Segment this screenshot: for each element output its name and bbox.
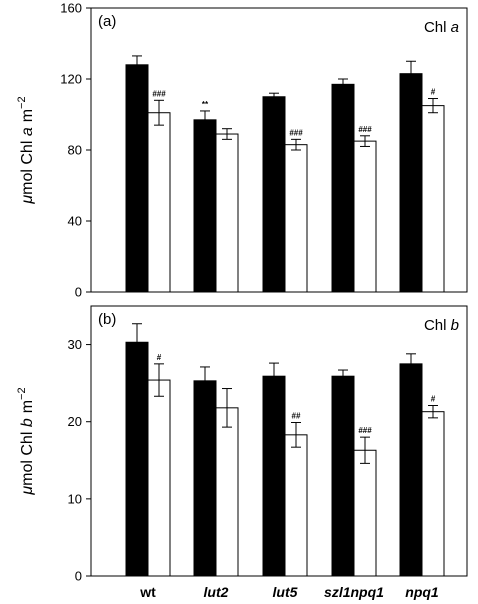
error-bar bbox=[132, 55, 142, 75]
error-bar bbox=[222, 388, 232, 428]
error-bar bbox=[428, 98, 438, 114]
error-bar bbox=[291, 138, 301, 151]
bar bbox=[147, 379, 171, 577]
x-category-label: lut2 bbox=[204, 584, 229, 600]
error-bar bbox=[338, 78, 348, 91]
bar bbox=[331, 83, 355, 293]
y-tick-label: 160 bbox=[60, 1, 82, 16]
panel-b-bars: ####### bbox=[125, 323, 445, 577]
significance-mark: ## bbox=[292, 411, 301, 420]
x-category-label: wt bbox=[139, 584, 156, 600]
x-category-label: szl1npq1 bbox=[324, 584, 384, 600]
panel-a-y-axis-label: μmol Chl am−2 bbox=[16, 96, 36, 204]
bar bbox=[193, 380, 217, 577]
bar bbox=[262, 96, 286, 293]
panel-b-label: (b) bbox=[98, 311, 116, 328]
bar bbox=[284, 434, 308, 577]
y-tick-label: 120 bbox=[60, 72, 82, 87]
bar bbox=[399, 363, 423, 577]
bar bbox=[284, 144, 308, 293]
bar bbox=[215, 133, 239, 293]
error-bar bbox=[360, 436, 370, 464]
significance-mark: # bbox=[157, 353, 162, 362]
significance-mark: # bbox=[431, 395, 436, 404]
x-category-label: lut5 bbox=[273, 584, 298, 600]
error-bar bbox=[200, 366, 210, 396]
error-bar bbox=[200, 110, 210, 130]
significance-mark: ** bbox=[202, 100, 209, 109]
error-bar bbox=[360, 135, 370, 147]
error-bar bbox=[154, 363, 164, 397]
panel-a-bars: **###### #### bbox=[125, 55, 445, 293]
bar bbox=[331, 375, 355, 577]
bar bbox=[421, 105, 445, 293]
significance-mark: ### bbox=[358, 125, 372, 134]
error-bar bbox=[269, 92, 279, 101]
y-tick-label: 80 bbox=[68, 143, 82, 158]
error-bar bbox=[154, 99, 164, 126]
bar bbox=[353, 140, 377, 293]
significance-mark: ### bbox=[289, 128, 303, 137]
error-bar bbox=[291, 421, 301, 448]
panel-b-title: Chl b bbox=[424, 317, 459, 334]
panel-b-y-ticks: 0 10 20 30 bbox=[68, 337, 91, 584]
error-bar bbox=[132, 323, 142, 362]
bar bbox=[147, 112, 171, 293]
bar bbox=[421, 411, 445, 577]
y-tick-label: 10 bbox=[68, 491, 82, 506]
panel-a-y-ticks: 0 40 80 120 160 bbox=[60, 1, 91, 300]
bar bbox=[353, 449, 377, 577]
significance-mark: ### bbox=[152, 89, 166, 98]
panel-a-label: (a) bbox=[98, 13, 116, 30]
bar bbox=[193, 119, 217, 293]
significance-mark: ### bbox=[358, 426, 372, 435]
panel-b-y-axis-label: μmol Chl bm−2 bbox=[16, 387, 36, 495]
error-bar bbox=[338, 369, 348, 383]
panel-a-title: Chl a bbox=[424, 19, 459, 36]
bar bbox=[125, 341, 149, 577]
error-bar bbox=[428, 405, 438, 419]
y-tick-label: 0 bbox=[75, 285, 82, 300]
x-category-label: npq1 bbox=[405, 584, 439, 600]
bar bbox=[125, 64, 149, 293]
bar bbox=[262, 375, 286, 577]
x-axis-category-labels: wt lut2 lut5 szl1npq1 npq1 bbox=[139, 584, 439, 600]
bar bbox=[399, 73, 423, 293]
y-tick-label: 0 bbox=[75, 569, 82, 584]
error-bar bbox=[406, 60, 416, 87]
error-bar bbox=[222, 128, 232, 140]
bar bbox=[215, 407, 239, 577]
error-bar bbox=[406, 353, 416, 375]
significance-mark: # bbox=[431, 88, 436, 97]
y-tick-label: 40 bbox=[68, 214, 82, 229]
y-tick-label: 30 bbox=[68, 337, 82, 352]
y-tick-label: 20 bbox=[68, 414, 82, 429]
error-bar bbox=[269, 362, 279, 390]
